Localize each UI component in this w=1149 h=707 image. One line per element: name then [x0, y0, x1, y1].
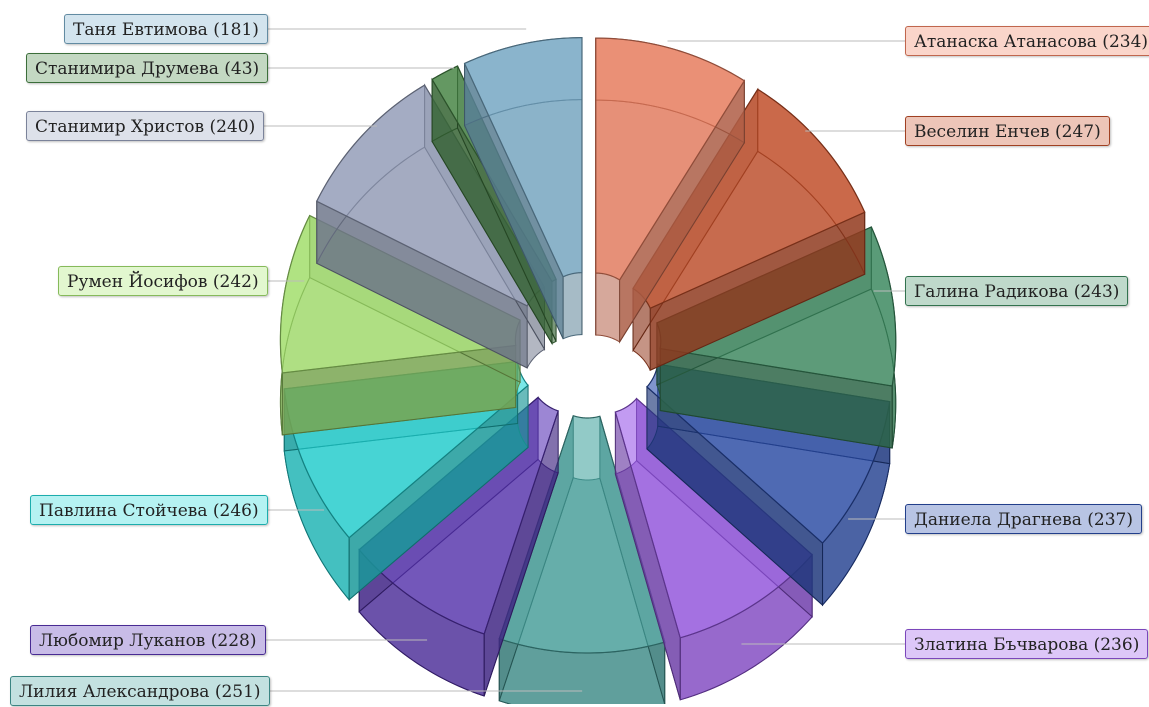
slice-label: Станимира Друмева (43) — [26, 53, 269, 83]
slice-label: Златина Бъчварова (236) — [905, 629, 1149, 659]
pie-slice — [498, 414, 666, 704]
slice-label: Даниела Драгнева (237) — [905, 504, 1142, 534]
slice-label: Станимир Христов (240) — [26, 111, 265, 141]
slice-label: Атанаска Атанасова (234) — [905, 26, 1149, 56]
slice-label: Любомир Луканов (228) — [30, 625, 266, 655]
pie-slice — [463, 37, 583, 340]
slice-label: Галина Радикова (243) — [905, 276, 1129, 306]
slice-label: Лилия Александрова (251) — [10, 676, 270, 706]
slice-label: Павлина Стойчева (246) — [30, 495, 268, 525]
slice-label: Румен Йосифов (242) — [58, 266, 268, 296]
slice-label: Веселин Енчев (247) — [905, 116, 1110, 146]
slice-label: Таня Евтимова (181) — [64, 14, 268, 44]
pie-slice — [595, 37, 746, 344]
